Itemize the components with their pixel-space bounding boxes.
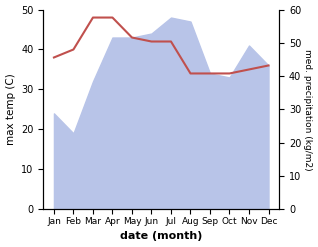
Y-axis label: med. precipitation (kg/m2): med. precipitation (kg/m2) <box>303 49 313 170</box>
Y-axis label: max temp (C): max temp (C) <box>5 74 16 145</box>
X-axis label: date (month): date (month) <box>120 231 203 242</box>
